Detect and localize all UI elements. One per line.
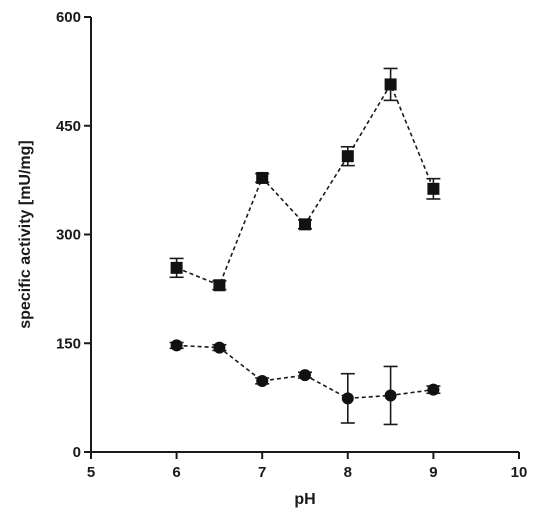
y-tick-label: 300 [56, 227, 81, 244]
data-point [299, 369, 311, 382]
data-point [170, 261, 183, 274]
y-tick-label: 600 [56, 9, 81, 26]
series-line [176, 82, 435, 287]
x-axis-label: pH [294, 491, 315, 508]
x-tick-label: 6 [172, 464, 180, 481]
x-ticks: 5 6 7 8 9 10 [87, 452, 528, 481]
data-point [299, 218, 311, 231]
y-tick-label: 450 [56, 118, 81, 135]
x-tick-label: 7 [258, 464, 266, 481]
x-tick-label: 8 [344, 464, 352, 481]
series-layer [169, 67, 441, 426]
data-point [213, 341, 226, 354]
data-point [384, 78, 397, 91]
data-point [427, 383, 440, 396]
y-tick-label: 150 [56, 335, 81, 352]
data-point [341, 392, 354, 405]
x-tick-label: 5 [87, 464, 95, 481]
y-tick-label: 0 [73, 444, 81, 461]
data-point [427, 182, 440, 195]
series-circle [169, 339, 441, 426]
data-point [341, 150, 354, 163]
series-square [169, 67, 441, 292]
x-tick-label: 9 [429, 464, 437, 481]
data-point [213, 279, 226, 292]
data-point [170, 339, 183, 352]
axes [90, 17, 519, 453]
y-ticks: 0 150 300 450 600 [56, 9, 91, 461]
data-point [256, 171, 269, 184]
data-point [384, 389, 397, 402]
y-axis-label: specific activity [mU/mg] [17, 140, 34, 329]
x-tick-label: 10 [511, 464, 528, 481]
data-point [256, 374, 269, 387]
